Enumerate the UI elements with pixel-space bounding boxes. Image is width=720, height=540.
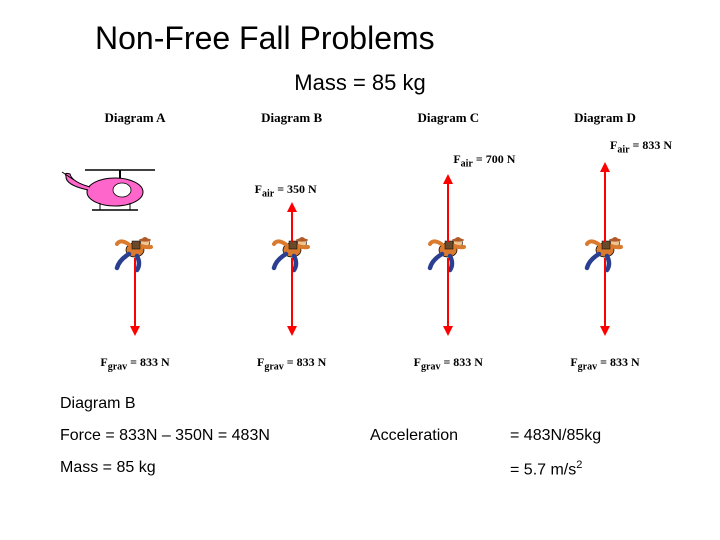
diagram-b-label: Diagram B [217, 110, 367, 126]
slide: Non-Free Fall Problems Mass = 85 kg Diag… [0, 0, 720, 540]
diagram-b-svg [217, 130, 367, 370]
calc-accel-label: Acceleration [370, 427, 480, 445]
calculation-block: Diagram B Force = 833N – 350N = 483N Acc… [60, 395, 680, 479]
calc-diagram-line: Diagram B [60, 395, 680, 413]
fgrav-label-c: Fgrav = 833 N [373, 355, 523, 372]
calc-accel-eq2: = 5.7 m/s2 [510, 459, 582, 479]
diagram-row: Diagram A [60, 110, 680, 370]
calc-force-line: Force = 833N – 350N = 483N [60, 427, 340, 445]
page-title: Non-Free Fall Problems [95, 20, 435, 57]
calc-accel-eq2-prefix: = 5.7 m/s [510, 461, 576, 478]
fgrav-label-b: Fgrav = 833 N [217, 355, 367, 372]
diagram-c-label: Diagram C [373, 110, 523, 126]
diagram-b: Diagram B Fair = 350 N Fgrav = 833 N [217, 110, 367, 370]
subtitle-mass: Mass = 85 kg [0, 70, 720, 96]
diagram-a-svg [60, 130, 210, 370]
diagram-a-label: Diagram A [60, 110, 210, 126]
air-arrow-icon [443, 174, 453, 242]
diagram-d-svg [530, 130, 680, 370]
fgrav-label-d: Fgrav = 833 N [530, 355, 680, 372]
diagram-c: Diagram C Fair = 700 N Fgrav = 833 N [373, 110, 523, 370]
fair-label-b: Fair = 350 N [255, 182, 317, 199]
helicopter-icon [62, 170, 155, 210]
calc-accel-eq2-exp: 2 [576, 459, 582, 471]
diagram-d-label: Diagram D [530, 110, 680, 126]
fgrav-label-a: Fgrav = 833 N [60, 355, 210, 372]
fair-label-c: Fair = 700 N [453, 152, 515, 169]
diagram-d: Diagram D Fair = 833 N Fgrav = 833 N [530, 110, 680, 370]
calc-accel-eq1: = 483N/85kg [510, 427, 601, 445]
calc-spacer [370, 459, 480, 479]
air-arrow-icon [600, 162, 610, 242]
fair-label-d: Fair = 833 N [610, 138, 672, 155]
diagram-a: Diagram A [60, 110, 210, 370]
air-arrow-icon [287, 202, 297, 242]
calc-mass-line: Mass = 85 kg [60, 459, 340, 479]
